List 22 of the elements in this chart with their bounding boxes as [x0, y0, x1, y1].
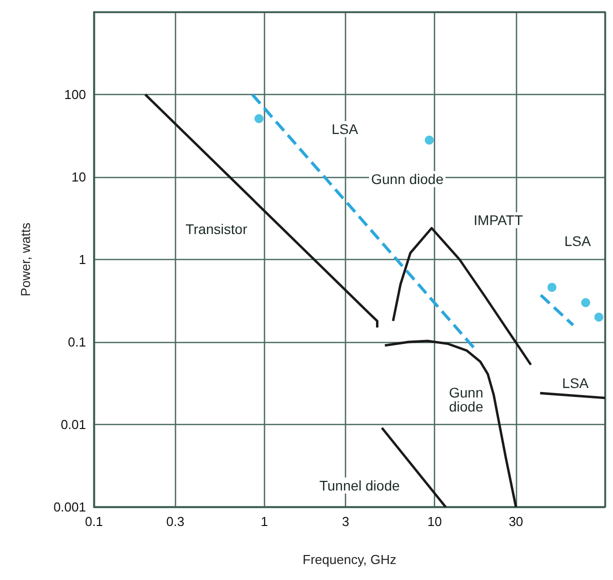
series-label: Transistor	[186, 220, 248, 237]
series-label: Tunnel diode	[319, 477, 400, 494]
x-tick-label: 0.1	[84, 514, 104, 529]
y-tick-label: 0.01	[60, 417, 86, 432]
text: Gunn diode	[371, 171, 444, 188]
x-tick-label: 10	[427, 514, 442, 529]
x-tick-label: 1	[260, 514, 268, 529]
y-axis-title: Power, watts	[18, 222, 33, 296]
annotation: LSA	[562, 374, 590, 391]
x-axis-title: Frequency, GHz	[302, 552, 396, 567]
y-tick-label: 1	[78, 252, 86, 267]
y-tick-label: 0.1	[68, 334, 86, 350]
y-tick-label: 0.001	[53, 500, 86, 514]
annotation: LSA	[332, 121, 359, 138]
x-tick-label: 0.3	[166, 514, 184, 529]
annotation: LSA	[564, 233, 592, 250]
x-tick-label: 3	[342, 514, 350, 529]
x-tick-label: 30	[508, 514, 524, 529]
y-tick-label: 100	[64, 87, 86, 102]
annotation: Gunn diode	[448, 384, 484, 415]
text: IMPATT	[474, 212, 524, 228]
y-tick-label: 10	[72, 170, 86, 184]
